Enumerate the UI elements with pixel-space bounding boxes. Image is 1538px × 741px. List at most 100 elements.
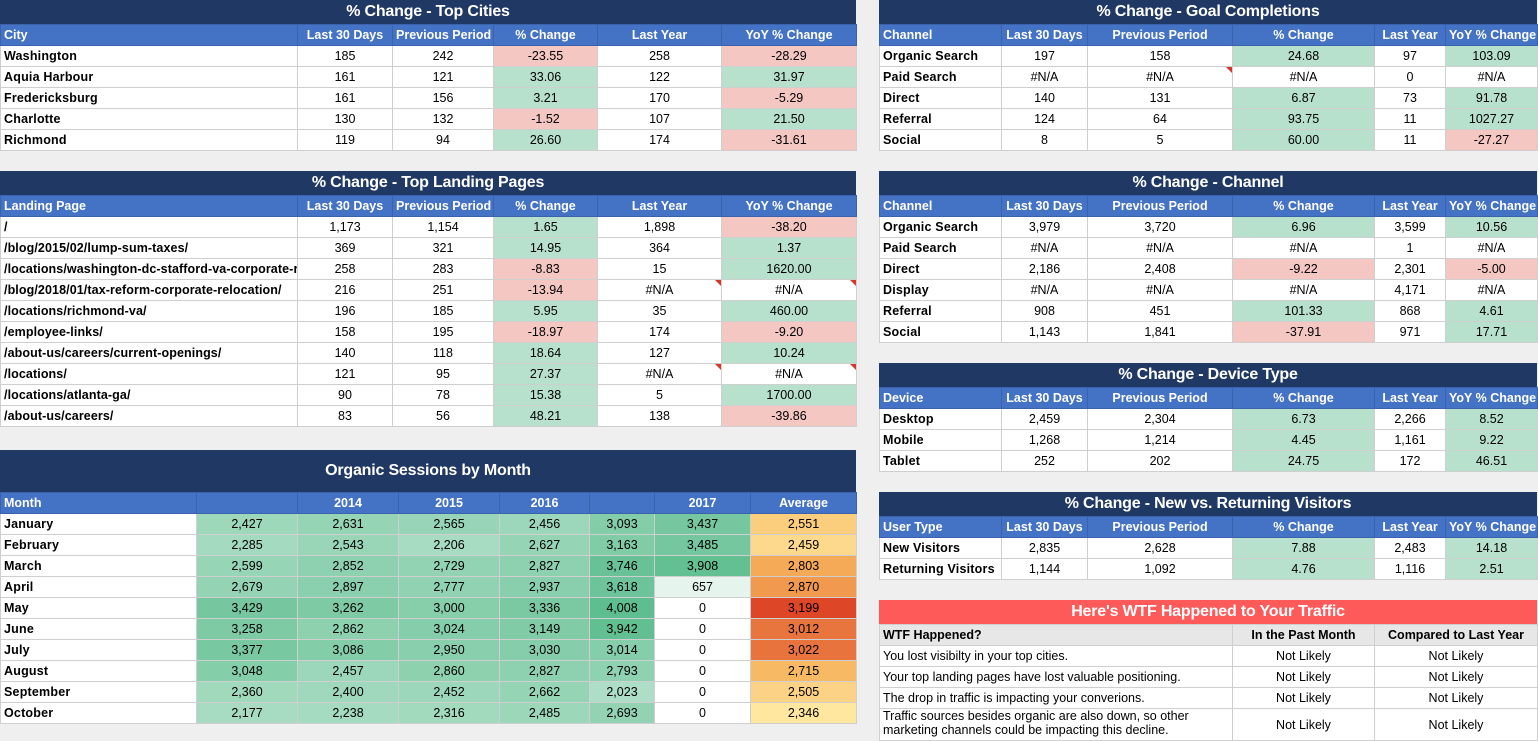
column-header[interactable]: 2014 [297, 492, 399, 514]
table-cell[interactable]: 251 [392, 279, 494, 301]
table-cell[interactable]: 2,897 [297, 576, 399, 598]
row-label[interactable]: New Visitors [879, 537, 1002, 559]
table-cell[interactable]: 174 [597, 321, 722, 343]
row-label[interactable]: Organic Search [879, 45, 1002, 67]
table-cell[interactable]: 5 [597, 384, 722, 406]
table-cell[interactable]: 2,729 [398, 555, 500, 577]
table-cell[interactable]: 94 [392, 129, 494, 151]
table-cell[interactable]: 0 [654, 597, 751, 619]
table-cell[interactable]: 158 [297, 321, 393, 343]
table-cell[interactable]: 17.71 [1445, 321, 1538, 343]
column-header[interactable]: 2015 [398, 492, 500, 514]
table-cell[interactable]: 185 [297, 45, 393, 67]
table-cell[interactable]: 35 [597, 300, 722, 322]
table-cell[interactable]: 2,316 [398, 702, 500, 724]
row-label[interactable]: / [0, 216, 298, 238]
column-header[interactable]: Last Year [1374, 387, 1446, 409]
column-header[interactable]: Average [750, 492, 857, 514]
table-cell[interactable]: -37.91 [1232, 321, 1375, 343]
table-cell[interactable]: 3.21 [493, 87, 598, 109]
table-cell[interactable]: 2.51 [1445, 558, 1538, 580]
row-label[interactable]: February [0, 534, 197, 556]
table-cell[interactable]: 195 [392, 321, 494, 343]
table-cell[interactable]: 3,746 [589, 555, 655, 577]
table-cell[interactable]: 3,030 [499, 639, 590, 661]
row-label[interactable]: Display [879, 279, 1002, 301]
row-label[interactable]: Referral [879, 300, 1002, 322]
column-header[interactable]: YoY % Change [1445, 24, 1538, 46]
table-cell[interactable]: 10.56 [1445, 216, 1538, 238]
table-cell[interactable]: 0 [654, 618, 751, 640]
table-cell[interactable]: 2,346 [750, 702, 857, 724]
column-header[interactable]: Last 30 Days [1001, 516, 1088, 538]
table-cell[interactable]: 1,173 [297, 216, 393, 238]
table-cell[interactable]: 15 [597, 258, 722, 280]
table-cell[interactable]: 156 [392, 87, 494, 109]
row-label[interactable]: Charlotte [0, 108, 298, 130]
table-cell[interactable]: 122 [597, 66, 722, 88]
row-label[interactable]: /locations/washington-dc-stafford-va-cor… [0, 258, 298, 280]
table-cell[interactable]: 196 [297, 300, 393, 322]
row-label[interactable]: Desktop [879, 408, 1002, 430]
table-cell[interactable]: #N/A [1445, 66, 1538, 88]
table-cell[interactable]: 3,048 [196, 660, 298, 682]
table-cell[interactable]: 0 [1374, 66, 1446, 88]
table-cell[interactable]: 46.51 [1445, 450, 1538, 472]
table-cell[interactable]: 1,092 [1087, 558, 1233, 580]
table-cell[interactable]: 2,459 [1001, 408, 1088, 430]
table-cell[interactable]: 3,618 [589, 576, 655, 598]
table-cell[interactable]: 3,979 [1001, 216, 1088, 238]
table-cell[interactable]: 1 [1374, 237, 1446, 259]
table-cell[interactable]: 3,942 [589, 618, 655, 640]
table-cell[interactable]: 2,777 [398, 576, 500, 598]
row-label[interactable]: /locations/ [0, 363, 298, 385]
row-label[interactable]: Richmond [0, 129, 298, 151]
table-cell[interactable]: 1027.27 [1445, 108, 1538, 130]
table-cell[interactable]: 3,024 [398, 618, 500, 640]
row-label[interactable]: /locations/atlanta-ga/ [0, 384, 298, 406]
table-cell[interactable]: 2,483 [1374, 537, 1446, 559]
table-cell[interactable]: 4,008 [589, 597, 655, 619]
table-cell[interactable]: 2,950 [398, 639, 500, 661]
table-cell[interactable]: 138 [597, 405, 722, 427]
table-cell[interactable]: 131 [1087, 87, 1233, 109]
table-cell[interactable]: 4.45 [1232, 429, 1375, 451]
table-cell[interactable]: #N/A [1001, 66, 1088, 88]
table-cell[interactable]: -39.86 [721, 405, 857, 427]
column-header[interactable]: YoY % Change [721, 24, 857, 46]
row-label[interactable]: Traffic sources besides organic are also… [879, 708, 1233, 741]
row-label[interactable]: Tablet [879, 450, 1002, 472]
column-header[interactable]: 2017 [654, 492, 751, 514]
table-cell[interactable]: 4.61 [1445, 300, 1538, 322]
table-cell[interactable]: 24.68 [1232, 45, 1375, 67]
table-cell[interactable]: -13.94 [493, 279, 598, 301]
table-cell[interactable]: -5.00 [1445, 258, 1538, 280]
table-cell[interactable]: 101.33 [1232, 300, 1375, 322]
column-header[interactable]: % Change [493, 24, 598, 46]
table-cell[interactable]: 242 [392, 45, 494, 67]
row-label[interactable]: June [0, 618, 197, 640]
table-cell[interactable]: 4.76 [1232, 558, 1375, 580]
column-header[interactable]: Last 30 Days [297, 195, 393, 217]
table-cell[interactable]: 3,429 [196, 597, 298, 619]
column-header[interactable]: Previous Period [1087, 195, 1233, 217]
table-cell[interactable]: 2,304 [1087, 408, 1233, 430]
table-cell[interactable]: Not Likely [1374, 708, 1538, 741]
table-cell[interactable]: 8 [1001, 129, 1088, 151]
table-cell[interactable]: 2,937 [499, 576, 590, 598]
table-cell[interactable]: 161 [297, 87, 393, 109]
table-cell[interactable]: #N/A [1001, 279, 1088, 301]
table-cell[interactable]: 971 [1374, 321, 1446, 343]
table-cell[interactable]: 3,014 [589, 639, 655, 661]
table-cell[interactable]: #N/A [721, 363, 857, 385]
table-cell[interactable]: 21.50 [721, 108, 857, 130]
table-cell[interactable]: 2,301 [1374, 258, 1446, 280]
table-cell[interactable]: 14.95 [493, 237, 598, 259]
table-cell[interactable]: 103.09 [1445, 45, 1538, 67]
table-cell[interactable]: #N/A [1445, 279, 1538, 301]
table-cell[interactable]: Not Likely [1374, 666, 1538, 688]
table-cell[interactable]: 107 [597, 108, 722, 130]
table-cell[interactable]: 3,437 [654, 513, 751, 535]
table-cell[interactable]: 2,860 [398, 660, 500, 682]
table-cell[interactable]: 3,720 [1087, 216, 1233, 238]
